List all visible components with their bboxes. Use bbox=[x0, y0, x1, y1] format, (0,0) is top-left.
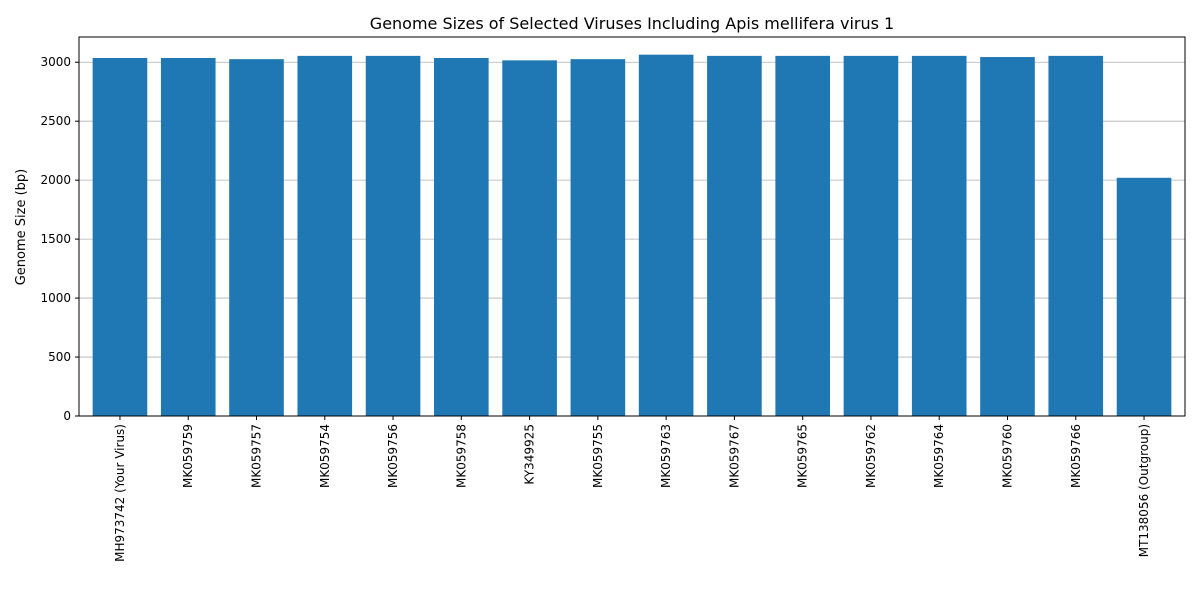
x-axis-ticks: MH973742 (Your Virus) MK059759 MK059757 MK0… bbox=[113, 416, 1151, 562]
y-tick-label: 2000 bbox=[40, 173, 71, 187]
bar bbox=[707, 55, 762, 416]
bar bbox=[1116, 177, 1172, 416]
y-tick-label: 1000 bbox=[40, 291, 71, 305]
x-tick-label: MK059760 bbox=[1000, 424, 1014, 488]
x-tick-label: MK059763 bbox=[659, 424, 673, 488]
y-tick-label: 1500 bbox=[40, 232, 71, 246]
x-tick-label: MK059766 bbox=[1069, 424, 1083, 488]
bar bbox=[911, 55, 967, 416]
bar bbox=[229, 59, 284, 417]
x-tick-label: MK059767 bbox=[727, 424, 741, 488]
plot-frame bbox=[78, 36, 1186, 417]
y-tick-label: 3000 bbox=[40, 55, 71, 69]
y-tick-label: 2500 bbox=[40, 114, 71, 128]
y-axis-ticks: 0 500 1000 1500 2000 2500 3000 bbox=[40, 55, 79, 423]
bar bbox=[92, 57, 148, 416]
bar bbox=[160, 57, 216, 416]
x-tick-label: MK059758 bbox=[454, 424, 468, 488]
bar bbox=[843, 55, 899, 416]
x-tick-label: MK059755 bbox=[591, 424, 605, 488]
y-tick-label: 500 bbox=[48, 350, 71, 364]
x-tick-label: MK059762 bbox=[864, 424, 878, 488]
bar bbox=[434, 57, 489, 416]
bar bbox=[638, 54, 694, 417]
bars bbox=[92, 54, 1172, 417]
x-tick-label: KY349925 bbox=[523, 424, 537, 485]
x-tick-label: MK059759 bbox=[181, 424, 195, 488]
bar bbox=[502, 60, 557, 416]
y-tick-label: 0 bbox=[63, 409, 71, 423]
bar bbox=[775, 55, 830, 416]
y-axis-label: Genome Size (bp) bbox=[14, 169, 29, 286]
x-tick-label: MK059765 bbox=[796, 424, 810, 488]
bar bbox=[1048, 55, 1104, 416]
chart-title: Genome Sizes of Selected Viruses Includi… bbox=[370, 14, 894, 33]
x-tick-label: MK059756 bbox=[386, 424, 400, 488]
x-tick-label: MT138056 (Outgroup) bbox=[1137, 424, 1151, 557]
bar bbox=[980, 57, 1035, 417]
x-tick-label: MH973742 (Your Virus) bbox=[113, 424, 127, 562]
bar bbox=[570, 59, 626, 417]
x-tick-label: MK059757 bbox=[250, 424, 264, 488]
bar bbox=[365, 55, 421, 416]
x-tick-label: MK059764 bbox=[932, 424, 946, 488]
bar bbox=[297, 55, 353, 416]
x-tick-label: MK059754 bbox=[318, 424, 332, 488]
